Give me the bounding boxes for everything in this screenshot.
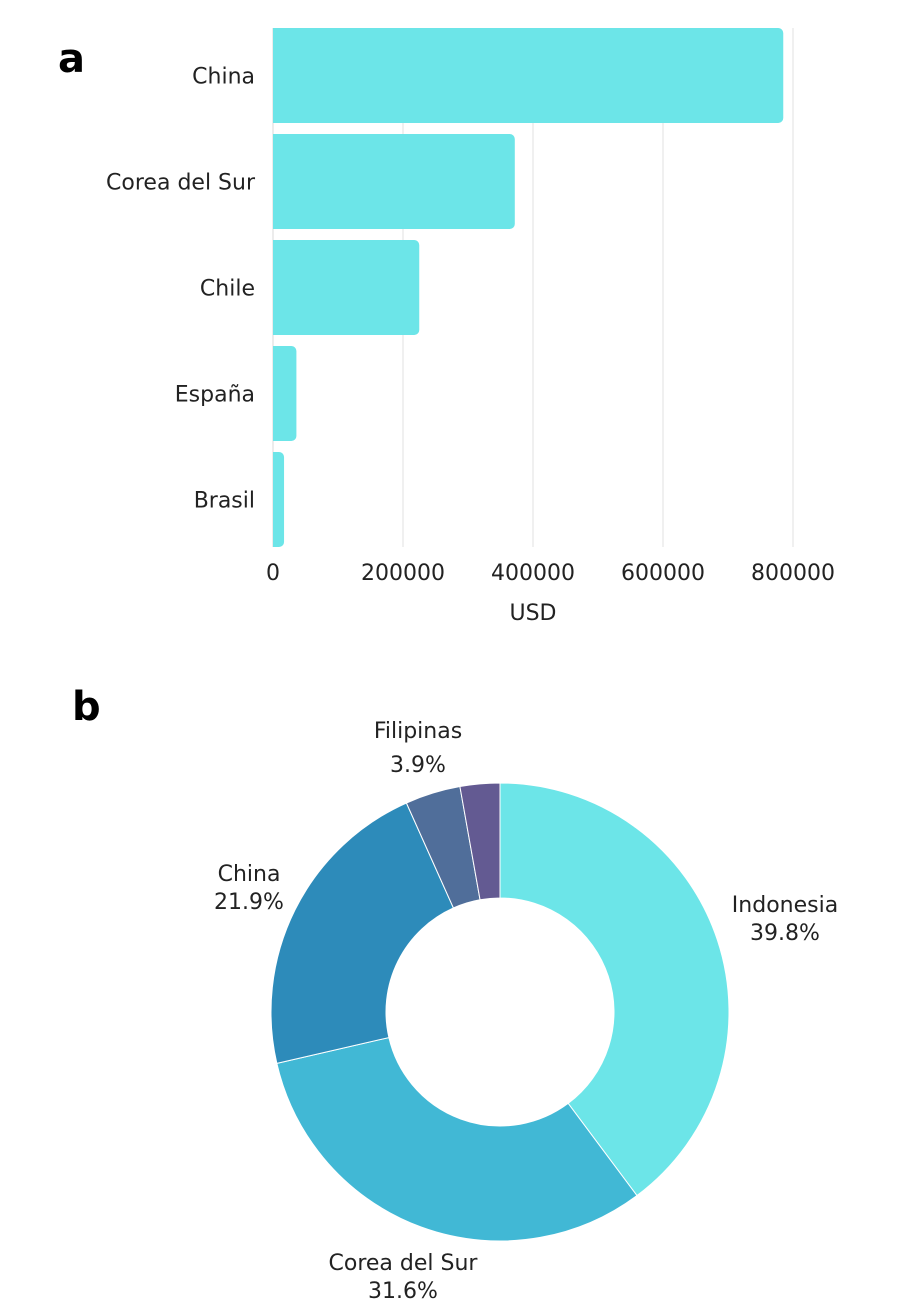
- donut-slice: [459, 782, 501, 901]
- bars: [273, 28, 784, 547]
- donut-slice: [499, 782, 730, 1197]
- donut-slice: [270, 802, 455, 1064]
- donut-chart: Indonesia 39.8% Corea del Sur 31.6% China 21.…: [214, 719, 838, 1304]
- panel-label-b: b: [72, 684, 101, 730]
- bar-base: [273, 452, 279, 547]
- bar-base: [273, 346, 279, 441]
- x-tick-label: 200000: [361, 561, 445, 586]
- panel-label-a: a: [58, 36, 85, 82]
- category-label: España: [175, 383, 255, 408]
- slice-percent-label: 21.9%: [214, 890, 284, 915]
- bar-base: [273, 28, 279, 123]
- bar-base: [273, 240, 279, 335]
- category-label: Brasil: [194, 489, 255, 514]
- donut-slice: [276, 1036, 638, 1242]
- bar-base: [273, 134, 279, 229]
- x-axis-title: USD: [509, 601, 556, 626]
- donut-labels: Indonesia 39.8% Corea del Sur 31.6% China 21.…: [214, 719, 838, 1304]
- bar-chart: China Corea del Sur Chile España Brasil 0 200…: [106, 28, 835, 626]
- slice-name-label: Indonesia: [732, 893, 838, 918]
- category-labels: China Corea del Sur Chile España Brasil: [106, 65, 256, 514]
- slice-percent-label: 39.8%: [750, 921, 820, 946]
- category-label: China: [192, 65, 255, 90]
- slice-name-label: Filipinas: [374, 719, 462, 744]
- slice-name-label: China: [218, 862, 281, 887]
- category-label: Corea del Sur: [106, 171, 256, 196]
- x-tick-labels: 0 200000 400000 600000 800000: [266, 561, 835, 586]
- bar: [273, 240, 420, 335]
- category-label: Chile: [200, 277, 255, 302]
- slice-name-label: Corea del Sur: [329, 1251, 479, 1276]
- x-tick-label: 400000: [491, 561, 575, 586]
- x-tick-label: 800000: [751, 561, 835, 586]
- x-tick-label: 600000: [621, 561, 705, 586]
- bar: [273, 134, 515, 229]
- slice-percent-label: 3.9%: [390, 753, 446, 778]
- bar: [273, 28, 784, 123]
- slice-percent-label: 31.6%: [368, 1279, 438, 1304]
- donut-slices: [270, 782, 730, 1242]
- x-tick-label: 0: [266, 561, 280, 586]
